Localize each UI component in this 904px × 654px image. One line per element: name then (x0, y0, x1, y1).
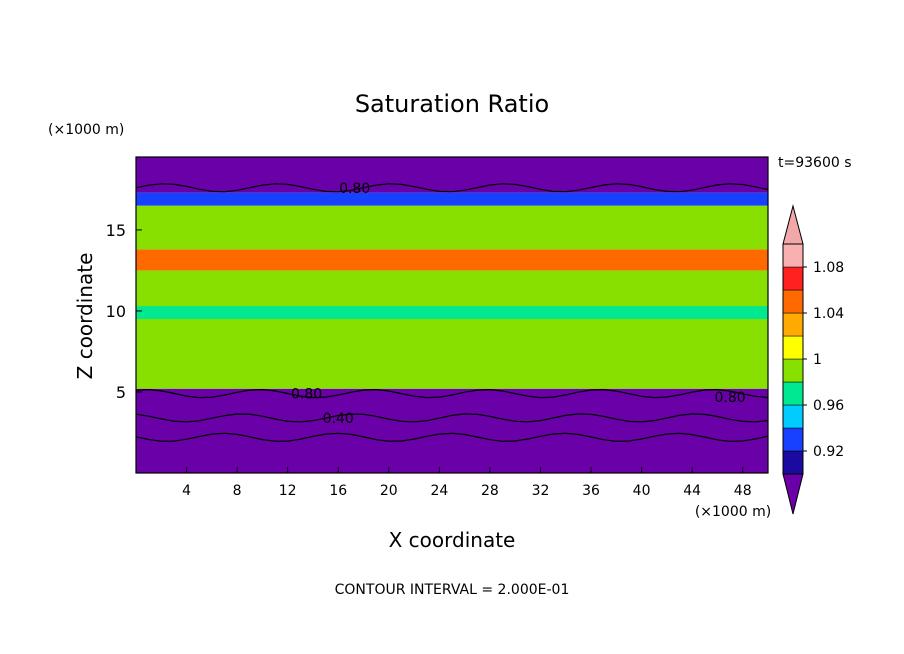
contour-label-3: 0.40 (323, 411, 354, 427)
x-tick-label: 24 (430, 483, 448, 499)
contour-label-0: 0.80 (339, 181, 370, 197)
colorbar-segment (782, 266, 804, 291)
colorbar-label: 1.08 (813, 260, 844, 276)
y-axis-label: Z coordinate (73, 253, 97, 380)
colorbar-extend-low (782, 473, 804, 515)
colorbar-segment (782, 335, 804, 360)
colorbar-segment (782, 381, 804, 406)
field-band-3 (136, 205, 768, 250)
colorbar-segment (782, 450, 804, 475)
contour-line-1 (136, 388, 768, 399)
colorbar-label: 1.04 (813, 306, 844, 322)
x-tick-label: 12 (279, 483, 297, 499)
colorbar-segment (782, 427, 804, 452)
x-tick-label: 40 (633, 483, 651, 499)
colorbar-segment (782, 312, 804, 337)
x-tick-label: 4 (182, 483, 191, 499)
x-tick-label: 32 (532, 483, 550, 499)
time-label: t=93600 s (778, 155, 852, 171)
x-tick-label: 8 (233, 483, 242, 499)
colorbar-segment (782, 404, 804, 429)
contour-line-2 (136, 413, 768, 423)
colorbar-extend-high (782, 204, 804, 245)
saturation-field (136, 157, 768, 473)
contour-labels: 0.800.80 0.800.40 (291, 181, 746, 427)
field-band-0 (136, 388, 768, 473)
field-band-1 (136, 270, 768, 389)
y-unit-label: (×1000 m) (48, 122, 124, 138)
contour-label-2: 0.80 (714, 390, 745, 406)
y-tick-label: 15 (106, 221, 126, 240)
x-tick-label: 44 (683, 483, 701, 499)
contour-label-1: 0.80 (291, 387, 322, 403)
field-band-5 (136, 157, 768, 193)
x-axis-label: X coordinate (389, 528, 516, 552)
x-unit-label: (×1000 m) (695, 504, 771, 520)
contour-line-3 (136, 432, 768, 442)
plot-frame (135, 156, 769, 474)
x-tick-label: 48 (734, 483, 752, 499)
field-band-2 (136, 249, 768, 271)
y-tick-label: 5 (116, 383, 126, 402)
x-tick-label: 28 (481, 483, 499, 499)
colorbar-segment (782, 358, 804, 383)
x-tick-label: 20 (380, 483, 398, 499)
colorbar-label: 0.92 (813, 444, 844, 460)
colorbar: 0.92 0.96 1 1.04 1.08 (782, 204, 844, 515)
colorbar-label: 0.96 (813, 398, 844, 414)
field-band-mid (136, 306, 768, 320)
contour-line-0 (136, 183, 768, 193)
colorbar-segment (782, 289, 804, 314)
x-axis-ticks: 4 8 12 16 20 24 28 32 36 40 44 48 (182, 467, 752, 499)
chart-title: Saturation Ratio (355, 90, 549, 118)
x-tick-label: 36 (582, 483, 600, 499)
field-band-4 (136, 192, 768, 206)
x-tick-label: 16 (329, 483, 347, 499)
y-axis-ticks: 5 10 15 (106, 221, 142, 402)
contour-lines (136, 183, 768, 442)
colorbar-label: 1 (813, 352, 822, 368)
contour-interval-note: CONTOUR INTERVAL = 2.000E-01 (335, 582, 570, 598)
y-tick-label: 10 (106, 302, 126, 321)
colorbar-segment (782, 243, 804, 268)
